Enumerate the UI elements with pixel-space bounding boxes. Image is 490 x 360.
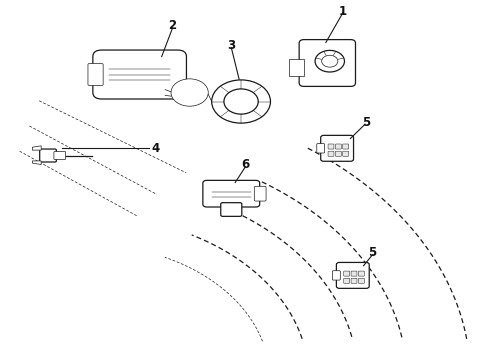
Circle shape: [322, 55, 338, 67]
FancyBboxPatch shape: [343, 151, 349, 156]
Text: 1: 1: [339, 5, 347, 18]
Polygon shape: [289, 59, 304, 76]
FancyBboxPatch shape: [299, 40, 356, 86]
FancyBboxPatch shape: [344, 278, 350, 283]
FancyBboxPatch shape: [335, 144, 341, 149]
Text: 5: 5: [368, 246, 376, 259]
FancyBboxPatch shape: [317, 144, 324, 153]
FancyBboxPatch shape: [328, 151, 334, 156]
FancyBboxPatch shape: [359, 271, 365, 276]
FancyBboxPatch shape: [336, 262, 369, 288]
FancyBboxPatch shape: [335, 151, 341, 156]
Circle shape: [171, 79, 208, 106]
Text: 6: 6: [241, 158, 249, 171]
Text: 4: 4: [152, 142, 160, 155]
Text: 2: 2: [169, 19, 176, 32]
FancyBboxPatch shape: [88, 63, 103, 85]
Text: 5: 5: [363, 116, 370, 129]
FancyBboxPatch shape: [344, 271, 350, 276]
FancyBboxPatch shape: [93, 50, 186, 99]
Polygon shape: [32, 161, 41, 165]
FancyBboxPatch shape: [351, 278, 357, 283]
FancyBboxPatch shape: [203, 180, 260, 207]
FancyBboxPatch shape: [220, 203, 242, 216]
FancyBboxPatch shape: [328, 144, 334, 149]
FancyBboxPatch shape: [40, 149, 56, 162]
FancyBboxPatch shape: [54, 152, 66, 159]
Circle shape: [212, 80, 270, 123]
FancyBboxPatch shape: [351, 271, 357, 276]
FancyBboxPatch shape: [320, 135, 354, 161]
Circle shape: [224, 89, 258, 114]
Circle shape: [315, 50, 344, 72]
Polygon shape: [32, 146, 41, 150]
Text: 3: 3: [227, 39, 235, 52]
FancyBboxPatch shape: [254, 186, 266, 201]
FancyBboxPatch shape: [359, 278, 365, 283]
FancyBboxPatch shape: [343, 144, 349, 149]
FancyBboxPatch shape: [332, 271, 340, 280]
